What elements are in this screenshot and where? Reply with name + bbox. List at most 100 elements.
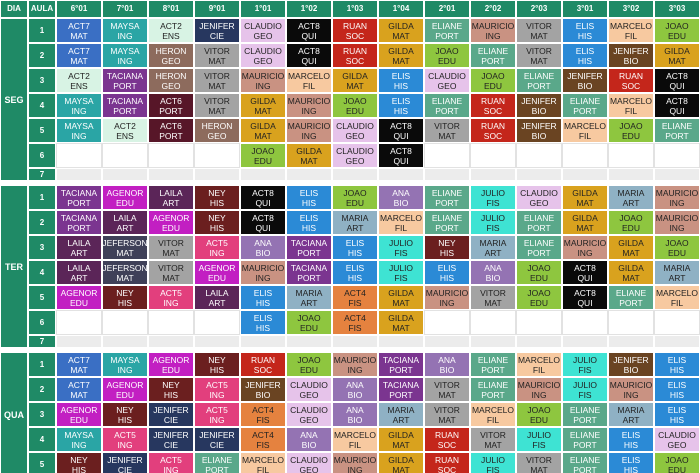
subject: ING: [623, 389, 639, 400]
aula-cell: 4: [28, 427, 56, 452]
subject: CIE: [163, 439, 179, 450]
class-name: 1°03: [346, 4, 364, 13]
teacher-name: AGENOR: [106, 379, 144, 390]
teacher-name: GILDA: [296, 145, 322, 156]
class-slot: JOAO EDU: [516, 260, 562, 285]
teacher-name: JENIFER: [153, 404, 189, 415]
subject: HIS: [669, 414, 685, 425]
subject: MAT: [208, 80, 226, 91]
class-slot: LAILA ART: [102, 210, 148, 235]
class-slot: JULIO FIS: [378, 235, 424, 260]
teacher-name: JULIO: [388, 237, 414, 248]
subject: QUI: [255, 197, 271, 208]
subject: MAT: [576, 197, 594, 208]
class-slot: ELIANE PORT: [516, 210, 562, 235]
subject: MAT: [530, 30, 548, 41]
teacher-name: AGENOR: [152, 212, 190, 223]
class-slot: NEY HIS: [56, 452, 102, 473]
teacher-name: ACT7: [68, 20, 90, 31]
subject: ART: [392, 414, 410, 425]
subject: PORT: [435, 197, 459, 208]
empty-slot: [378, 168, 424, 181]
class-slot: ACT2 ENS: [56, 68, 102, 93]
teacher-name: MAURICIO: [655, 187, 699, 198]
subject: EDU: [346, 197, 364, 208]
class-slot: ACT5 ING: [148, 452, 194, 473]
day-cell: TER: [0, 185, 28, 348]
class-slot: GILDA MAT: [608, 235, 654, 260]
teacher-name: ELIS: [253, 312, 273, 323]
aula-cell: 5: [28, 118, 56, 143]
teacher-name: ACT5: [206, 379, 228, 390]
empty-slot: [654, 143, 700, 168]
teacher-name: AGENOR: [198, 262, 236, 273]
subject: PORT: [573, 439, 597, 450]
subject: HIS: [301, 222, 317, 233]
class-slot: HERON GEO: [194, 118, 240, 143]
empty-slot: [148, 310, 194, 335]
empty-slot: [424, 143, 470, 168]
class-slot: MAURICIO ING: [654, 210, 700, 235]
class-slot: GILDA MAT: [654, 43, 700, 68]
subject: MAT: [116, 272, 134, 283]
subject: GEO: [299, 389, 319, 400]
class-slot: VITOR MAT: [470, 427, 516, 452]
teacher-name: MAYSA: [110, 354, 140, 365]
subject: HIS: [163, 389, 179, 400]
class-slot: MARCELO FIL: [286, 68, 332, 93]
class-name: 2°02: [484, 4, 502, 13]
class-slot: ACT8 QUI: [286, 18, 332, 43]
teacher-name: JULIO: [480, 212, 506, 223]
teacher-name: MARIA: [479, 237, 507, 248]
class-slot: JENIFER BIO: [516, 93, 562, 118]
class-slot: MARIA ART: [286, 285, 332, 310]
subject: GEO: [299, 414, 319, 425]
class-slot: LAILA ART: [194, 285, 240, 310]
aula-cell: 5: [28, 452, 56, 473]
class-slot: JENIFER BIO: [516, 118, 562, 143]
aula-cell: 6: [28, 143, 56, 168]
teacher-name: ACT5: [114, 429, 136, 440]
teacher-name: MARCELO: [609, 95, 653, 106]
subject: ART: [70, 272, 88, 283]
subject: MAT: [208, 105, 226, 116]
subject: QUI: [393, 130, 409, 141]
teacher-name: MAURICIO: [287, 95, 331, 106]
class-slot: AGENOR EDU: [148, 352, 194, 377]
class-slot: VITOR MAT: [194, 43, 240, 68]
teacher-name: MARIA: [295, 287, 323, 298]
class-name: 9°01: [208, 4, 226, 13]
class-slot: NEY HIS: [194, 352, 240, 377]
empty-slot: [516, 335, 562, 348]
class-slot: ELIS HIS: [424, 260, 470, 285]
aula-number: 6: [39, 317, 45, 327]
subject: ART: [70, 247, 88, 258]
subject: PORT: [435, 105, 459, 116]
empty-slot: [470, 335, 516, 348]
subject: ING: [117, 30, 133, 41]
teacher-name: JEFERSON: [102, 237, 148, 248]
subject: SOC: [437, 464, 457, 473]
teacher-name: ACT8: [252, 212, 274, 223]
class-slot: ACT8 QUI: [286, 43, 332, 68]
teacher-name: ANA: [392, 187, 410, 198]
class-slot: JENIFER CIE: [148, 427, 194, 452]
teacher-name: ELIANE: [201, 454, 233, 465]
teacher-name: TACIANA: [60, 187, 98, 198]
class-slot: VITOR MAT: [470, 285, 516, 310]
teacher-name: JOAO: [619, 212, 643, 223]
subject: MAT: [254, 130, 272, 141]
class-slot: CLAUDIO GEO: [424, 68, 470, 93]
teacher-name: ELIANE: [569, 429, 601, 440]
teacher-name: LAILA: [67, 262, 91, 273]
teacher-name: ACT4: [344, 287, 366, 298]
subject: BIO: [485, 272, 501, 283]
class-header: 2°03: [516, 0, 562, 18]
class-slot: JENIFER CIE: [194, 18, 240, 43]
empty-slot: [562, 335, 608, 348]
subject: GEO: [667, 439, 687, 450]
subject: FIL: [302, 80, 316, 91]
teacher-name: MARCELO: [241, 454, 285, 465]
empty-slot: [562, 168, 608, 181]
teacher-name: MARCELO: [609, 20, 653, 31]
